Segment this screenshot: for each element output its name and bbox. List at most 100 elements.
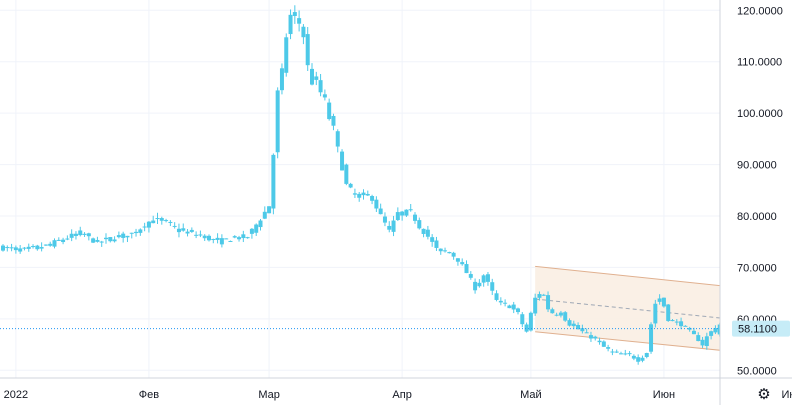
candle-body xyxy=(636,357,641,362)
y-tick-label: 120.0000 xyxy=(737,5,783,17)
candle-body xyxy=(86,233,91,237)
candle-body xyxy=(580,328,585,332)
candle-body xyxy=(172,225,177,227)
candle-body xyxy=(473,281,478,291)
candle-body xyxy=(185,231,190,234)
candle-body xyxy=(134,231,139,234)
y-tick-label: 110.0000 xyxy=(737,57,782,69)
x-tick-label: Фев xyxy=(139,389,159,401)
candle-body xyxy=(507,305,512,309)
candle-body xyxy=(9,247,14,249)
candle-body xyxy=(425,229,430,237)
candle-body xyxy=(241,234,246,239)
candle-body xyxy=(129,232,134,234)
candle-body xyxy=(335,131,340,147)
candle-body xyxy=(370,196,375,201)
candle-body xyxy=(494,293,499,300)
candle-body xyxy=(91,238,96,243)
candle-body xyxy=(653,303,658,324)
candle-body xyxy=(408,209,413,211)
candle-body xyxy=(468,274,473,278)
candle-body xyxy=(691,330,696,335)
candle-body xyxy=(108,237,113,242)
candle-body xyxy=(189,229,194,232)
candle-body xyxy=(687,327,692,330)
candle-body xyxy=(202,235,207,239)
candle-body xyxy=(82,233,87,235)
candle-body xyxy=(78,230,83,236)
candle-body xyxy=(567,320,572,326)
candle-body xyxy=(584,332,589,334)
x-tick-label: Май xyxy=(520,389,542,401)
candle-body xyxy=(374,199,379,209)
candle-body xyxy=(490,282,495,291)
candle-body xyxy=(352,193,357,195)
candle-body xyxy=(700,339,705,346)
candle-body xyxy=(576,324,581,330)
price-axis-bg xyxy=(720,0,792,405)
candle-body xyxy=(52,240,57,247)
candle-body xyxy=(146,221,151,228)
candle-body xyxy=(181,228,186,231)
candle-body xyxy=(451,252,456,257)
candle-body xyxy=(322,94,327,98)
candle-body xyxy=(610,351,615,353)
candle-body xyxy=(713,328,718,333)
y-tick-label: 90.0000 xyxy=(737,160,777,172)
candle-body xyxy=(601,341,606,347)
candle-body xyxy=(211,239,216,241)
candle-body xyxy=(704,336,709,347)
x-tick-label: Июл xyxy=(781,389,792,401)
candle-body xyxy=(365,193,370,196)
candle-body xyxy=(683,325,688,327)
candle-body xyxy=(232,236,237,238)
time-axis-bg xyxy=(0,378,720,405)
candle-body xyxy=(546,295,551,310)
candle-body xyxy=(644,353,649,357)
price-axis[interactable]: 120.0000 110.0000 100.0000 90.0000 80.0000 70… xyxy=(720,0,792,405)
candle-body xyxy=(314,76,319,80)
x-tick-label: Мар xyxy=(258,389,280,401)
candle-body xyxy=(18,248,23,252)
candle-body xyxy=(237,237,242,240)
y-tick-label: 50.0000 xyxy=(737,365,777,377)
candle-body xyxy=(516,308,520,313)
candle-body xyxy=(417,220,422,229)
candle-body xyxy=(159,218,164,221)
candle-body xyxy=(121,233,126,238)
candle-body xyxy=(597,340,602,343)
candle-body xyxy=(271,154,276,209)
candle-body xyxy=(460,262,465,265)
candle-body xyxy=(528,312,533,331)
candle-body xyxy=(571,323,576,327)
candle-body xyxy=(520,314,525,325)
candle-body xyxy=(400,211,405,216)
y-tick-label: 80.0000 xyxy=(737,211,777,223)
candle-body xyxy=(670,320,675,322)
candle-body xyxy=(524,324,529,332)
candle-body xyxy=(254,224,259,233)
candle-body xyxy=(61,239,66,243)
candle-body xyxy=(361,192,366,196)
settings-gear-icon[interactable]: ⚙ xyxy=(757,386,771,403)
candle-body xyxy=(176,228,181,233)
candle-body xyxy=(69,233,74,238)
candle-body xyxy=(138,229,143,233)
last-price-label: 58.1100 xyxy=(732,320,790,337)
candle-body xyxy=(387,225,392,230)
candle-body xyxy=(382,216,387,223)
candle-body xyxy=(340,151,345,171)
candle-body xyxy=(31,246,36,248)
candle-body xyxy=(318,80,323,93)
candle-body xyxy=(99,241,104,243)
candle-body xyxy=(404,209,409,216)
candle-body xyxy=(593,336,598,339)
x-tick-label: Апр xyxy=(392,389,411,401)
candle-body xyxy=(26,246,31,249)
candle-body xyxy=(215,237,220,240)
candle-body xyxy=(198,234,203,236)
candle-body xyxy=(619,353,623,355)
last-price-text: 58.1100 xyxy=(738,324,777,336)
